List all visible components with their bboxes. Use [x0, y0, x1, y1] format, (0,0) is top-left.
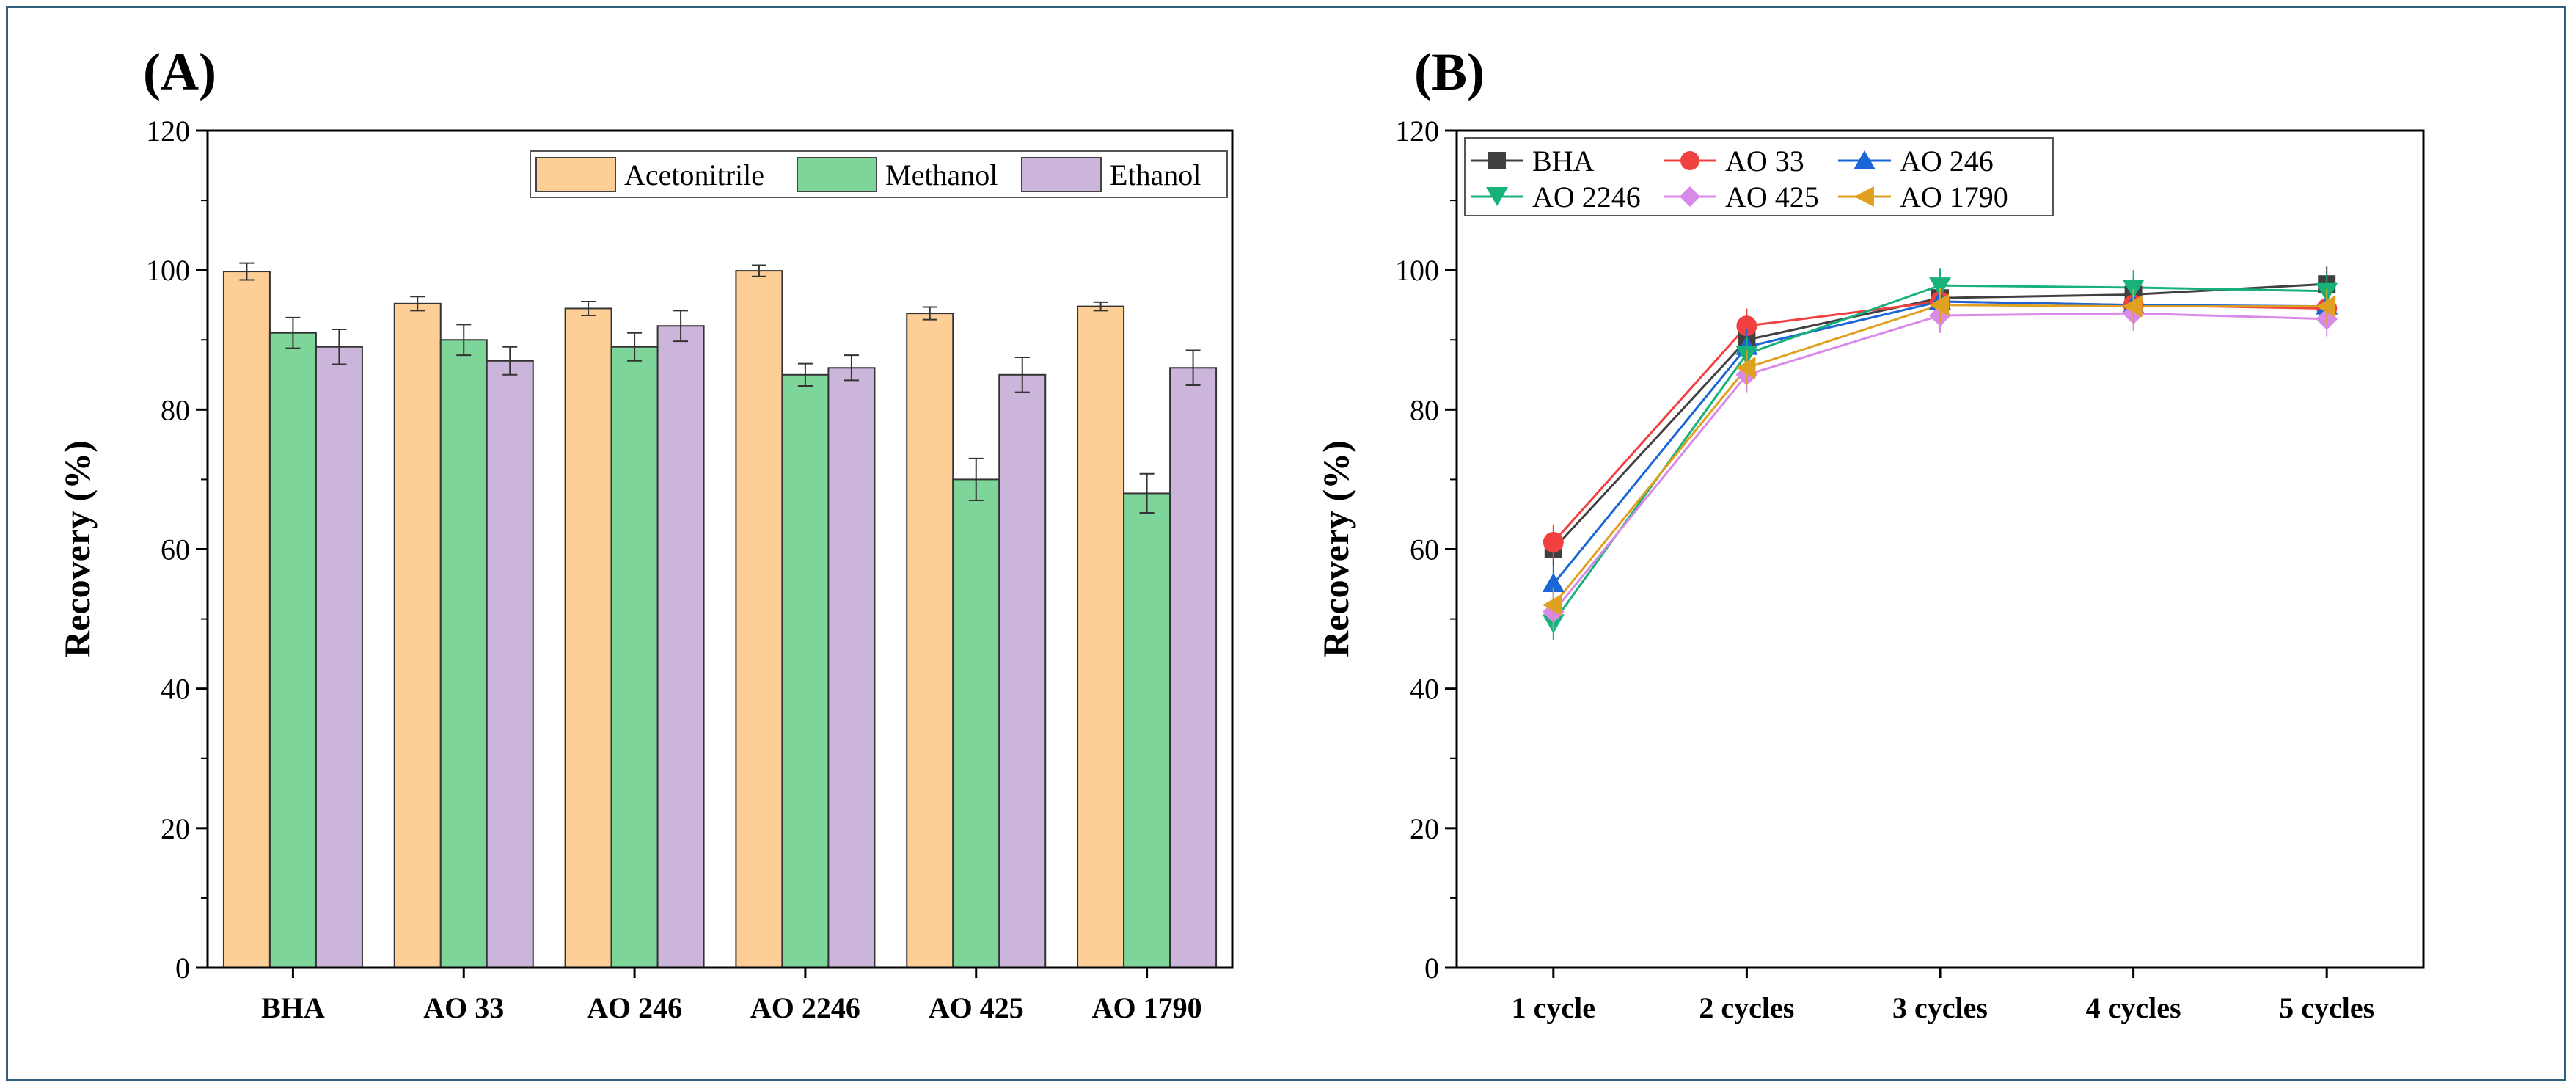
y-tick-label: 100: [146, 254, 190, 287]
panel-b-plot-area: [1455, 129, 2425, 969]
point-ao-33-1-cycle: [1543, 531, 1564, 552]
x-tick-label: 2 cycles: [1699, 991, 1794, 1024]
bar-ethanol-ao-425: [998, 373, 1047, 968]
x-tick-label: AO 33: [423, 991, 504, 1024]
legend-swatch-acetonitrile: [535, 157, 616, 192]
series-line-ao-2246: [1552, 284, 2327, 624]
point-ao-246-1-cycle: [1542, 573, 1565, 593]
y-tick-label: 120: [1395, 114, 1439, 147]
bar-ethanol-ao-33: [486, 360, 534, 968]
line-chart-panel-b: 0 20 40 60 80 100 120 1 cycle 2 cycles 3 cycles 4 …: [1395, 114, 2374, 1024]
panel-b-legend-box: [1464, 137, 2054, 216]
legend-entry-ao-246: AO 246: [1838, 145, 1994, 178]
panel-a-y-axis-label: Recovery (%): [56, 440, 98, 657]
legend-entry-ao-2246: AO 2246: [1471, 180, 1641, 214]
panel-b-legend: BHA AO 33 AO 246 AO 2246 AO 425 AO 1790: [1464, 137, 2054, 216]
y-tick-label: 20: [161, 812, 190, 845]
y-tick-label: 40: [1410, 673, 1439, 706]
y-tick-label: 100: [1395, 254, 1439, 287]
point-ao-2246-3-cycles: [1929, 277, 1951, 297]
x-tick-label: AO 425: [929, 991, 1024, 1024]
bar-chart-panel-a: 0 20 40 60 80 100 120 BHA AO 33 AO 246 AO 2246 AO 4…: [146, 114, 1218, 1024]
x-tick-label: 3 cycles: [1892, 991, 1988, 1024]
bar-acetonitrile-ao-425: [906, 313, 954, 968]
x-tick-label: 5 cycles: [2279, 991, 2374, 1024]
y-tick-label: 0: [175, 952, 190, 985]
point-ao-1790-3-cycles: [1929, 293, 1949, 316]
bar-acetonitrile-bha: [222, 271, 271, 968]
legend-label-ao-425: AO 425: [1725, 180, 1819, 214]
y-tick-label: 120: [146, 114, 190, 147]
legend-swatch-ethanol: [1021, 157, 1102, 192]
y-tick-label: 60: [1410, 533, 1439, 566]
bar-acetonitrile-ao-33: [393, 302, 442, 969]
y-tick-label: 0: [1424, 952, 1439, 985]
x-tick-label: BHA: [261, 991, 325, 1024]
point-ao-1790-4-cycles: [2122, 295, 2143, 318]
legend-label-acetonitrile: Acetonitrile: [624, 158, 764, 191]
y-tick-label: 60: [161, 533, 190, 566]
triangle-up-marker-icon: [1854, 150, 1876, 169]
bar-methanol-ao-2246: [781, 373, 830, 968]
x-tick-label: 4 cycles: [2086, 991, 2181, 1024]
bar-ethanol-bha: [315, 346, 363, 968]
bar-acetonitrile-ao-1790: [1077, 305, 1125, 968]
legend-label-ethanol: Ethanol: [1110, 158, 1201, 191]
x-tick-label: 1 cycle: [1512, 991, 1595, 1024]
bar-methanol-ao-33: [439, 339, 488, 968]
triangle-down-marker-icon: [1486, 187, 1508, 206]
bar-ethanol-ao-2246: [827, 367, 876, 968]
point-ao-1790-1-cycle: [1542, 594, 1562, 616]
series-line-ao-246: [1552, 300, 2327, 585]
legend-swatch-methanol: [797, 157, 877, 192]
bar-ethanol-ao-1790: [1169, 367, 1218, 968]
legend-entry-ao-33: AO 33: [1664, 145, 1804, 178]
bar-ethanol-ao-246: [656, 325, 705, 968]
legend-entry-bha: BHA: [1471, 145, 1595, 178]
bar-acetonitrile-ao-2246: [735, 270, 783, 968]
panel-a-legend-box: [530, 150, 1228, 198]
square-marker-icon: [1488, 152, 1506, 169]
point-ao-1790-5-cycles: [2316, 295, 2336, 318]
panel-a-label: (A): [143, 43, 216, 101]
panel-a-plot-area: [206, 129, 1234, 969]
y-tick-label: 20: [1410, 812, 1439, 845]
diamond-marker-icon: [1680, 186, 1700, 207]
point-ao-1790-2-cycles: [1735, 357, 1756, 379]
panel-b-label: (B): [1414, 43, 1485, 101]
y-tick-label: 40: [161, 673, 190, 706]
legend-label-ao-33: AO 33: [1725, 145, 1804, 178]
bar-methanol-ao-246: [610, 346, 659, 968]
legend-label-ao-1790: AO 1790: [1900, 180, 2008, 214]
panel-b-y-axis-label: Recovery (%): [1315, 440, 1356, 657]
legend-entry-ao-1790: AO 1790: [1838, 180, 2008, 214]
panel-a-legend: Acetonitrile Methanol Ethanol: [530, 150, 1228, 198]
series-line-ao-33: [1552, 300, 2327, 543]
legend-label-ao-246: AO 246: [1900, 145, 1994, 178]
y-tick-label: 80: [161, 393, 190, 426]
bar-methanol-ao-1790: [1123, 492, 1171, 968]
triangle-left-marker-icon: [1854, 186, 1874, 207]
series-line-ao-1790: [1552, 304, 2327, 606]
bar-acetonitrile-ao-246: [564, 307, 612, 968]
legend-entry-ao-425: AO 425: [1664, 180, 1819, 214]
legend-label-ao-2246: AO 2246: [1532, 180, 1641, 214]
x-tick-label: AO 246: [587, 991, 682, 1024]
legend-label-methanol: Methanol: [885, 158, 998, 191]
circle-marker-icon: [1680, 151, 1699, 170]
legend-label-bha: BHA: [1532, 145, 1595, 178]
x-tick-label: AO 2246: [750, 991, 860, 1024]
y-tick-label: 80: [1410, 393, 1439, 426]
point-ao-33-2-cycles: [1736, 315, 1757, 337]
x-tick-label: AO 1790: [1092, 991, 1202, 1024]
bar-methanol-ao-425: [952, 478, 1000, 968]
bar-methanol-bha: [268, 332, 317, 969]
